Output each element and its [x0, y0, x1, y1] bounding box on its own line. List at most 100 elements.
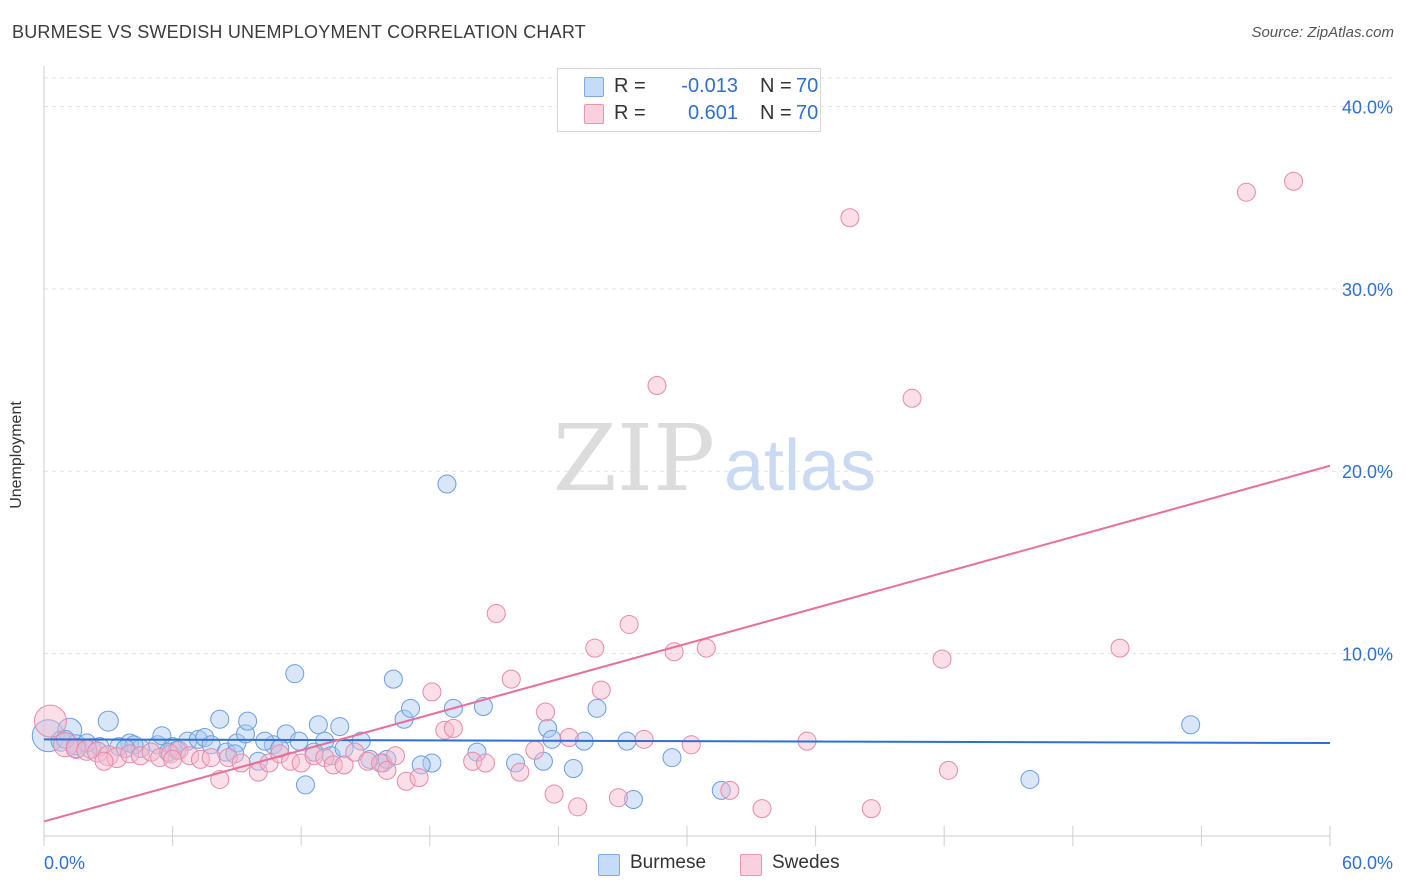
legend-r-label: R = [614, 102, 646, 124]
data-point-swedes [544, 784, 564, 804]
x-tick-label: 0.0% [44, 853, 85, 873]
data-point-swedes [323, 755, 343, 775]
legend-n-value: 70 [796, 102, 819, 124]
y-tick-label: 40.0% [1342, 97, 1393, 117]
x-tick-label: 60.0% [1342, 853, 1393, 873]
data-point-swedes [377, 760, 397, 780]
data-point-burmese [401, 698, 421, 718]
data-point-burmese [1181, 715, 1201, 735]
axes-layer [43, 66, 1331, 846]
data-point-swedes [130, 746, 150, 766]
data-point-burmese [289, 731, 309, 751]
data-point-swedes [94, 751, 114, 771]
data-point-burmese [97, 710, 119, 732]
bottom-legend-label-swedes: Swedes [772, 852, 840, 873]
data-point-swedes [163, 749, 183, 769]
data-point-burmese [195, 728, 215, 748]
legend-r-label: R = [614, 75, 646, 97]
legend-n-label: N = [760, 102, 792, 124]
watermark: ZIP atlas [553, 405, 876, 512]
bottom-legend-swatch-swedes [740, 854, 762, 876]
data-point-burmese [31, 719, 65, 753]
watermark-atlas: atlas [724, 426, 876, 506]
data-point-swedes [752, 799, 772, 819]
data-point-burmese [238, 711, 258, 731]
data-point-burmese [623, 790, 643, 810]
data-point-swedes [409, 768, 429, 788]
data-point-swedes [1110, 638, 1130, 658]
data-point-swedes [33, 704, 67, 738]
data-point-swedes [396, 771, 416, 791]
data-point-swedes [386, 746, 406, 766]
data-point-swedes [443, 718, 463, 738]
chart-title: BURMESE VS SWEDISH UNEMPLOYMENT CORRELAT… [12, 22, 586, 42]
data-point-burmese [1020, 769, 1040, 789]
data-point-swedes [559, 728, 579, 748]
legend-r-value: 0.601 [687, 102, 738, 124]
legend-n-value: 70 [796, 75, 819, 97]
data-point-burmese [308, 715, 328, 735]
data-point-swedes [608, 788, 628, 808]
legend-swatch-burmese [584, 77, 604, 97]
data-point-swedes [536, 702, 556, 722]
data-point-burmese [295, 775, 315, 795]
legend-r-value: -0.013 [681, 75, 738, 97]
data-point-swedes [664, 642, 684, 662]
data-point-swedes [1284, 171, 1304, 191]
data-point-burmese [538, 718, 558, 738]
data-point-burmese [383, 669, 403, 689]
data-point-swedes [1236, 182, 1256, 202]
data-point-swedes [696, 638, 716, 658]
y-tick-label: 10.0% [1342, 645, 1393, 665]
data-point-burmese [285, 664, 305, 684]
data-point-swedes [619, 614, 639, 634]
data-point-swedes [932, 649, 952, 669]
legend-n-label: N = [760, 75, 792, 97]
bottom-legend-label-burmese: Burmese [630, 852, 707, 873]
data-point-burmese [542, 729, 562, 749]
source-label: Source: ZipAtlas.com [1251, 24, 1394, 41]
data-point-swedes [840, 208, 860, 228]
data-point-swedes [486, 603, 506, 623]
bottom-legend-swatch-burmese [598, 854, 620, 876]
data-point-swedes [591, 680, 611, 700]
data-point-swedes [106, 747, 128, 769]
data-point-swedes [501, 669, 521, 689]
y-tick-label: 30.0% [1342, 280, 1393, 300]
trend-line-swedes [43, 464, 1331, 823]
data-point-swedes [422, 682, 442, 702]
data-point-burmese [109, 737, 129, 757]
grid-layer [44, 77, 1392, 655]
data-point-burmese [662, 748, 682, 768]
legend-swatch-swedes [584, 104, 604, 124]
data-point-swedes [938, 760, 958, 780]
data-point-burmese [587, 698, 607, 718]
data-point-burmese [437, 474, 457, 494]
trend-layer [43, 464, 1331, 823]
data-point-burmese [506, 753, 526, 773]
data-point-swedes [334, 755, 354, 775]
data-point-swedes [568, 797, 588, 817]
tick-labels-layer: 10.0% 20.0% 30.0% 40.0% 0.0% 60.0% [44, 97, 1393, 873]
data-point-burmese [210, 709, 230, 729]
data-point-swedes [861, 799, 881, 819]
data-point-swedes [476, 753, 496, 773]
data-point-swedes [510, 762, 530, 782]
stats-legend: R = -0.013 N = 70 R = 0.601 N = 70 [557, 68, 821, 132]
trend-line-burmese [43, 738, 1331, 744]
data-point-burmese [563, 759, 583, 779]
data-point-swedes [902, 388, 922, 408]
watermark-zip: ZIP [553, 405, 715, 512]
data-point-swedes [345, 742, 365, 762]
data-point-swedes [634, 729, 654, 749]
data-point-swedes [525, 740, 545, 760]
y-tick-label: 20.0% [1342, 462, 1393, 482]
data-point-swedes [218, 748, 238, 768]
data-point-swedes [585, 638, 605, 658]
data-point-swedes [720, 780, 740, 800]
data-point-swedes [681, 735, 701, 755]
data-point-burmese [330, 717, 350, 737]
data-point-swedes [647, 376, 667, 396]
data-point-swedes [201, 748, 221, 768]
